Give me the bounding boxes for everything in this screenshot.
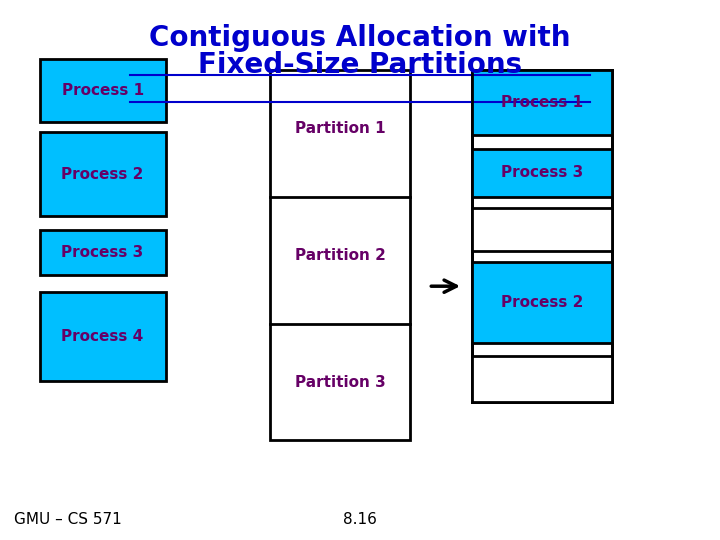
- Bar: [40, 59, 166, 122]
- Text: Partition 2: Partition 2: [294, 248, 386, 262]
- Bar: [270, 70, 410, 440]
- Text: 8.16: 8.16: [343, 511, 377, 526]
- Text: Process 4: Process 4: [61, 329, 144, 343]
- Text: Partition 3: Partition 3: [294, 375, 386, 389]
- Text: Process 3: Process 3: [61, 245, 144, 260]
- Bar: [472, 70, 612, 135]
- Text: Process 2: Process 2: [500, 295, 583, 310]
- Bar: [40, 230, 166, 275]
- Text: Process 3: Process 3: [500, 165, 583, 180]
- Bar: [472, 148, 612, 197]
- Bar: [472, 356, 612, 402]
- Text: Partition 1: Partition 1: [295, 121, 385, 136]
- Text: GMU – CS 571: GMU – CS 571: [14, 511, 122, 526]
- Text: Process 2: Process 2: [61, 167, 144, 181]
- Text: Process 1: Process 1: [61, 83, 144, 98]
- Bar: [40, 292, 166, 381]
- Bar: [472, 70, 612, 402]
- Bar: [472, 208, 612, 251]
- Text: Fixed-Size Partitions: Fixed-Size Partitions: [198, 51, 522, 79]
- Bar: [472, 262, 612, 343]
- Bar: [40, 132, 166, 216]
- Text: Contiguous Allocation with: Contiguous Allocation with: [149, 24, 571, 52]
- Text: Process 1: Process 1: [500, 95, 583, 110]
